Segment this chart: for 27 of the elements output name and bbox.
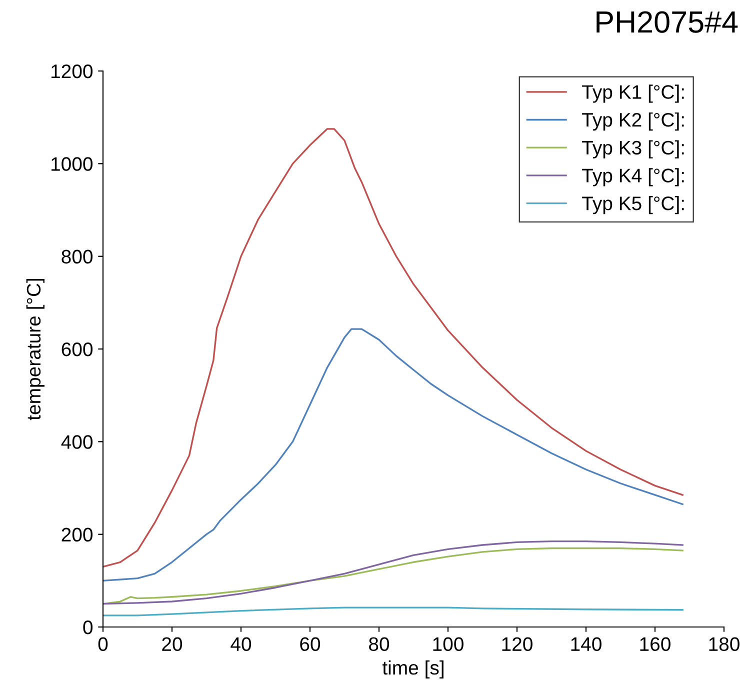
y-tick-label: 600 <box>62 342 93 356</box>
y-tick-label: 1000 <box>52 157 93 171</box>
line-series <box>103 606 684 616</box>
y-tick-label: 800 <box>62 250 93 264</box>
x-tick-label: 100 <box>433 637 464 652</box>
x-tick-label: 140 <box>571 637 602 652</box>
legend-label: Typ K2 [°C]: <box>582 112 684 131</box>
x-axis-title: time [s] <box>382 660 444 679</box>
legend-label: Typ K1 [°C]: <box>582 84 684 103</box>
y-tick-label: 1200 <box>52 64 93 78</box>
legend-label: Typ K5 [°C]: <box>582 196 684 214</box>
x-tick-label: 40 <box>230 637 252 652</box>
x-tick-label: 80 <box>369 637 390 652</box>
y-tick-label: 400 <box>61 435 93 449</box>
x-tick-label: 0 <box>98 637 108 652</box>
y-axis-title: temperature [°C] <box>26 278 44 420</box>
x-tick-label: 160 <box>640 637 670 652</box>
x-tick-label: 120 <box>502 637 532 652</box>
x-tick-label: 20 <box>162 637 182 652</box>
legend-label: Typ K4 [°C]: <box>582 168 684 186</box>
x-tick-label: 60 <box>300 637 320 652</box>
chart-title: PH2075#4 <box>596 11 738 33</box>
y-tick-label: 0 <box>83 620 93 634</box>
legend-label: Typ K3 [°C]: <box>582 140 684 158</box>
y-tick-label: 200 <box>62 528 93 542</box>
line-series <box>103 328 684 582</box>
x-tick-label: 180 <box>709 637 740 652</box>
